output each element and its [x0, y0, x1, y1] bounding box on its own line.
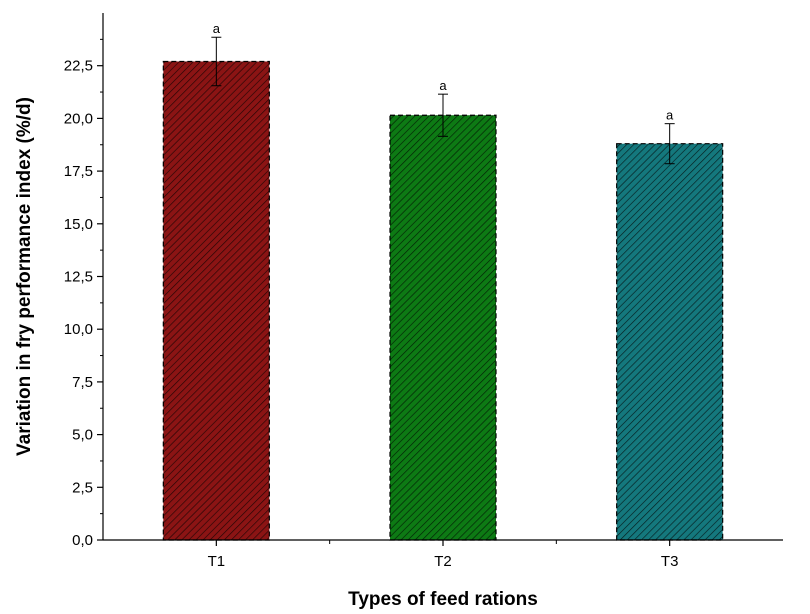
y-tick-label: 5,0	[72, 427, 93, 444]
x-axis-title: Types of feed rations	[348, 589, 538, 610]
bar-t1	[162, 60, 270, 541]
y-axis-title: Variation in fry performance index (%/d)	[14, 97, 35, 456]
error-bar-t2	[438, 93, 448, 137]
y-tick-label: 2,5	[72, 479, 93, 496]
bars-group	[162, 60, 724, 541]
y-tick-label: 15,0	[64, 216, 93, 233]
error-bar-t1	[211, 36, 222, 87]
y-tick-label: 17,5	[64, 163, 93, 180]
y-tick-label: 22,5	[64, 58, 93, 75]
bar-t3	[616, 143, 724, 541]
y-tick-label: 10,0	[64, 321, 93, 338]
significance-label-t2: a	[439, 78, 447, 93]
significance-label-t1: a	[213, 21, 221, 36]
x-tick-label: T1	[208, 553, 226, 570]
significance-label-t3: a	[666, 108, 674, 123]
y-ticks-group: 0,0 2,5 5,0 7,5 10,0 12,5 15,0 17,5 20,0 22,5	[64, 38, 103, 549]
x-tick-label: T2	[434, 553, 452, 570]
y-tick-label: 12,5	[64, 269, 93, 286]
error-bar-t3	[664, 123, 675, 165]
x-tick-label: T3	[661, 553, 679, 570]
error-bars-group	[211, 36, 675, 165]
bar-t2	[389, 114, 497, 541]
significance-labels-group: a a a	[213, 21, 674, 122]
y-tick-label: 7,5	[72, 374, 93, 391]
y-tick-label: 20,0	[64, 110, 93, 127]
y-tick-label: 0,0	[72, 532, 93, 549]
x-ticks-group: T1 T2 T3	[208, 540, 679, 570]
